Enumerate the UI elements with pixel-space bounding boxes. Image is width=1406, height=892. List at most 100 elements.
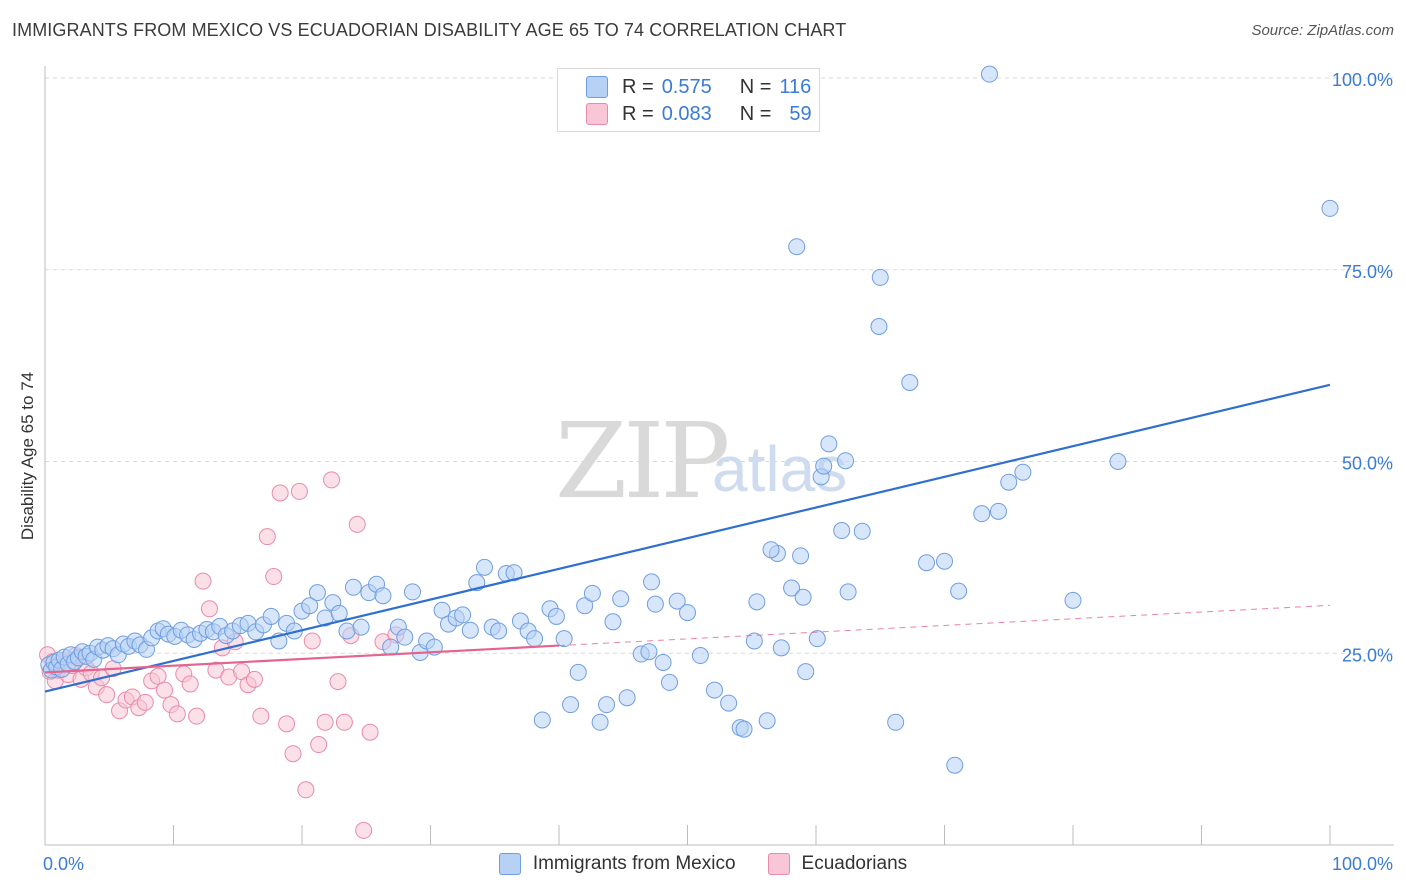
data-point-mexico bbox=[404, 583, 422, 601]
data-point-ecuadorians bbox=[355, 821, 373, 839]
trendline-ecuadorians-extension bbox=[558, 604, 1331, 647]
legend-r-label: R = bbox=[622, 75, 654, 98]
data-point-ecuadorians bbox=[245, 670, 263, 688]
data-point-mexico bbox=[720, 694, 738, 712]
legend-r-label: R = bbox=[622, 102, 654, 125]
trendline-mexico bbox=[44, 383, 1331, 693]
data-point-mexico bbox=[679, 604, 696, 622]
chart-title: IMMIGRANTS FROM MEXICO VS ECUADORIAN DIS… bbox=[12, 20, 847, 40]
data-point-mexico bbox=[794, 588, 812, 606]
data-point-mexico bbox=[936, 552, 953, 570]
data-point-mexico bbox=[758, 712, 776, 730]
data-point-ecuadorians bbox=[149, 667, 167, 685]
data-point-ecuadorians bbox=[303, 632, 321, 650]
data-point-mexico bbox=[643, 573, 661, 591]
data-point-mexico bbox=[691, 647, 709, 665]
data-point-mexico bbox=[950, 582, 968, 600]
data-point-ecuadorians bbox=[284, 745, 302, 763]
data-point-mexico bbox=[772, 639, 790, 657]
data-point-mexico bbox=[1014, 463, 1032, 481]
y-tick-label: 50.0% bbox=[1342, 454, 1393, 474]
data-point-mexico bbox=[901, 373, 919, 391]
legend-swatch-blue bbox=[586, 76, 608, 98]
series-legend: Immigrants from Mexico Ecuadorians bbox=[0, 852, 1406, 876]
data-point-mexico bbox=[973, 505, 991, 523]
data-point-mexico bbox=[980, 65, 998, 83]
data-point-mexico bbox=[668, 592, 686, 610]
data-point-mexico bbox=[576, 597, 594, 615]
data-point-mexico bbox=[853, 522, 871, 540]
data-point-ecuadorians bbox=[252, 707, 270, 725]
data-point-mexico bbox=[833, 522, 851, 540]
legend-r-value: 0.083 bbox=[661, 102, 712, 125]
data-point-mexico bbox=[1109, 453, 1127, 470]
data-point-ecuadorians bbox=[290, 482, 308, 500]
data-point-mexico bbox=[308, 584, 326, 602]
data-point-mexico bbox=[490, 622, 508, 640]
data-point-mexico bbox=[591, 713, 609, 731]
legend-label-ecuadorians: Ecuadorians bbox=[801, 853, 908, 874]
data-point-mexico bbox=[646, 595, 664, 613]
data-point-mexico bbox=[1064, 591, 1082, 609]
data-point-mexico bbox=[762, 541, 780, 559]
y-tick-label: 25.0% bbox=[1342, 645, 1393, 665]
data-point-mexico bbox=[583, 584, 601, 602]
data-point-ecuadorians bbox=[258, 528, 276, 546]
legend-n-label: N = bbox=[739, 102, 772, 125]
data-point-mexico bbox=[797, 663, 815, 681]
y-tick-label: 100.0% bbox=[1332, 70, 1393, 90]
data-point-mexico bbox=[654, 653, 672, 671]
data-point-mexico bbox=[792, 547, 810, 565]
y-axis-label: Disability Age 65 to 74 bbox=[18, 372, 37, 540]
data-point-mexico bbox=[555, 630, 573, 648]
data-point-mexico bbox=[262, 607, 280, 625]
data-point-mexico bbox=[562, 696, 580, 714]
data-point-mexico bbox=[598, 696, 616, 714]
legend-swatch-pink bbox=[586, 103, 608, 125]
data-point-mexico bbox=[1321, 199, 1339, 217]
data-point-mexico bbox=[870, 318, 888, 336]
data-point-ecuadorians bbox=[156, 681, 174, 699]
data-point-mexico bbox=[352, 618, 370, 636]
data-point-ecuadorians bbox=[98, 686, 116, 704]
data-point-ecuadorians bbox=[188, 707, 206, 725]
data-point-mexico bbox=[783, 579, 801, 597]
legend-n-value: 59 bbox=[789, 102, 812, 125]
data-point-mexico bbox=[815, 457, 833, 475]
data-point-mexico bbox=[461, 621, 479, 639]
data-point-mexico bbox=[705, 681, 723, 699]
data-point-ecuadorians bbox=[335, 713, 353, 731]
data-point-mexico bbox=[338, 622, 356, 640]
data-point-ecuadorians bbox=[200, 600, 218, 618]
data-point-ecuadorians bbox=[316, 713, 334, 731]
y-tick-label: 75.0% bbox=[1342, 262, 1393, 282]
legend-row-mexico: R = 0.575 N = 116 bbox=[586, 75, 811, 99]
data-point-ecuadorians bbox=[181, 675, 199, 693]
data-point-mexico bbox=[989, 502, 1007, 520]
legend-item-mexico[interactable]: Immigrants from Mexico bbox=[498, 853, 736, 875]
x-tick-label: 100.0% bbox=[1332, 854, 1393, 874]
data-point-ecuadorians bbox=[329, 673, 347, 691]
data-point-ecuadorians bbox=[265, 568, 283, 586]
data-point-ecuadorians bbox=[168, 705, 186, 723]
data-point-mexico bbox=[526, 630, 544, 648]
legend-row-ecuadorians: R = 0.083 N = 59 bbox=[586, 102, 812, 126]
data-point-ecuadorians bbox=[271, 484, 289, 502]
data-point-mexico bbox=[547, 607, 565, 625]
data-point-ecuadorians bbox=[348, 515, 366, 533]
data-point-mexico bbox=[640, 643, 658, 661]
data-point-mexico bbox=[344, 578, 362, 596]
legend-r-value: 0.575 bbox=[661, 75, 712, 98]
data-point-mexico bbox=[918, 554, 936, 572]
data-point-mexico bbox=[748, 593, 766, 611]
legend-item-ecuadorians[interactable]: Ecuadorians bbox=[767, 853, 908, 875]
data-point-mexico bbox=[618, 689, 636, 707]
legend-swatch-pink bbox=[767, 853, 790, 875]
data-point-ecuadorians bbox=[297, 781, 315, 799]
legend-swatch-blue bbox=[498, 853, 521, 875]
data-point-ecuadorians bbox=[323, 471, 341, 489]
data-point-mexico bbox=[839, 583, 857, 601]
data-point-ecuadorians bbox=[361, 723, 379, 741]
source-label: Source: ZipAtlas.com bbox=[1251, 22, 1394, 39]
